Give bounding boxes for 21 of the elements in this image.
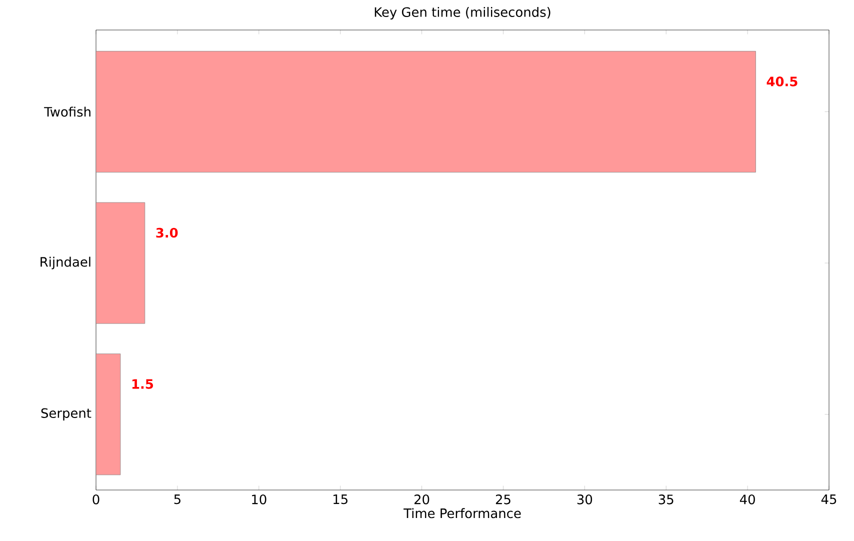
x-tick-label: 5 [174, 494, 180, 504]
x-tick-label: 0 [92, 494, 100, 504]
y-tick-label: Serpent [41, 408, 92, 420]
y-tick-label: Rijndael [40, 256, 90, 270]
data-label: 3.0 [156, 228, 178, 238]
x-tick-label: 45 [821, 494, 836, 504]
chart-title: Key Gen time (miliseconds) [374, 6, 550, 20]
x-tick-label: 10 [252, 494, 266, 504]
y-tick-label: Twofish [44, 106, 90, 117]
bar [96, 50, 756, 172]
x-tick-label: 40 [740, 494, 755, 504]
x-tick-label: 30 [577, 494, 592, 504]
x-tick-label: 35 [658, 494, 674, 504]
data-label: 40.5 [766, 76, 798, 86]
bar [96, 202, 146, 324]
x-tick-label: 20 [414, 494, 430, 504]
x-tick-label: 25 [496, 494, 510, 504]
x-tick-label: 15 [334, 494, 348, 504]
bar [96, 354, 121, 476]
x-axis-title: Time Performance [404, 508, 521, 518]
data-label: 1.5 [132, 379, 153, 389]
